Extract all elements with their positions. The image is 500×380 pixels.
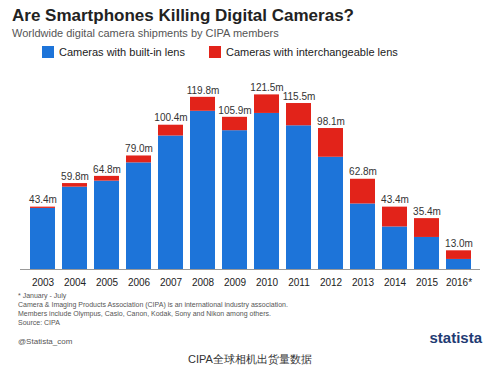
svg-text:100.4m: 100.4m [154, 112, 187, 123]
svg-text:2009: 2009 [224, 277, 247, 288]
svg-text:98.1m: 98.1m [317, 116, 345, 127]
html-text:* January - July: * January - July [18, 292, 67, 299]
svg-text:13.0m: 13.0m [445, 238, 473, 249]
svg-text:105.9m: 105.9m [218, 105, 251, 116]
svg-text:2008: 2008 [192, 277, 215, 288]
html-text:Cameras with built-in lens: Cameras with built-in lens [59, 46, 185, 58]
html-text:Cameras with interchangeable l: Cameras with interchangeable lens [225, 46, 398, 58]
svg-text:2007: 2007 [160, 277, 183, 288]
svg-text:2003: 2003 [32, 277, 55, 288]
html-text:CIPA全球相机出货量数据: CIPA全球相机出货量数据 [188, 353, 312, 365]
html-text:Camera & Imaging Products Asso: Camera & Imaging Products Association (C… [18, 301, 288, 308]
svg-text:59.8m: 59.8m [61, 171, 89, 182]
svg-text:119.8m: 119.8m [187, 85, 220, 96]
html-text:Source: CIPA: Source: CIPA [18, 319, 60, 326]
svg-text:2004: 2004 [64, 277, 87, 288]
svg-text:2010: 2010 [256, 277, 279, 288]
svg-text:121.5m: 121.5m [250, 82, 283, 93]
svg-text:43.4m: 43.4m [29, 194, 57, 205]
svg-text:115.5m: 115.5m [283, 91, 316, 102]
svg-text:2012: 2012 [320, 277, 343, 288]
svg-text:2005: 2005 [96, 277, 119, 288]
svg-text:43.4m: 43.4m [381, 194, 409, 205]
html-text:@Statista_com: @Statista_com [18, 337, 73, 346]
svg-text:2016*: 2016* [446, 277, 472, 288]
html-text:Are Smartphones Killing Digita: Are Smartphones Killing Digital Cameras? [12, 6, 354, 25]
svg-text:62.8m: 62.8m [349, 166, 377, 177]
svg-text:35.4m: 35.4m [413, 206, 441, 217]
svg-text:2006: 2006 [128, 277, 151, 288]
svg-text:2011: 2011 [288, 277, 310, 288]
svg-text:2015: 2015 [416, 277, 439, 288]
html-text:Worldwide digital camera shipm: Worldwide digital camera shipments by CI… [12, 27, 279, 39]
svg-text:2014: 2014 [384, 277, 407, 288]
svg-text:64.8m: 64.8m [93, 164, 121, 175]
svg-text:79.0m: 79.0m [125, 143, 153, 154]
html-text:Members include Olympus, Casio: Members include Olympus, Casio, Canon, K… [18, 310, 271, 317]
svg-text:2013: 2013 [352, 277, 375, 288]
html-text:statista: statista [429, 329, 482, 346]
